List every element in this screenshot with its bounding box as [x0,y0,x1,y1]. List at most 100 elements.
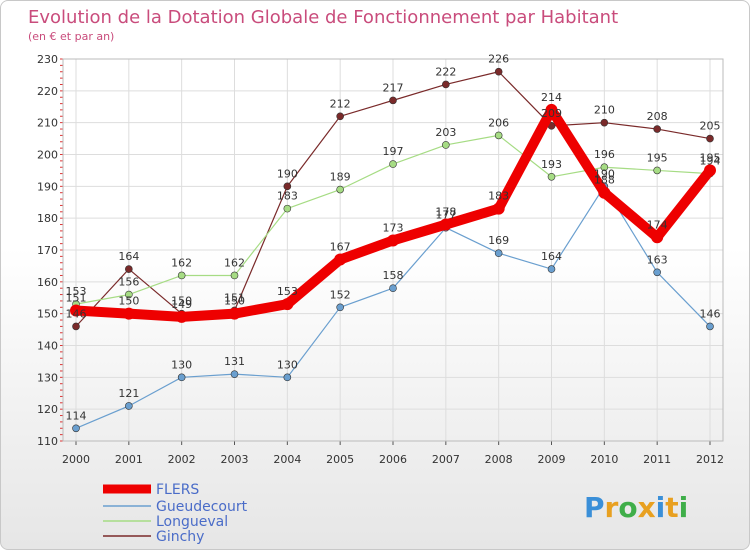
longueval-point [125,290,133,299]
logo-letter: r [605,491,619,524]
legend-label-gueudecourt: Gueudecourt [156,499,248,515]
x-tick-label: 2001 [115,453,143,466]
longueval-point [389,160,397,168]
ginchy-value-label: 212 [330,97,351,110]
y-tick-label: 170 [37,244,58,257]
y-tick-label: 130 [37,371,58,384]
longueval-point [547,172,556,181]
longueval-value-label: 153 [66,285,87,298]
flers-value-label: 214 [541,91,562,104]
ginchy-point [72,322,80,331]
flers-point [651,231,664,244]
gueudecourt-value-label: 190 [594,167,615,180]
flers-point [70,304,82,317]
ginchy-point [706,134,714,143]
ginchy-point [336,112,344,121]
gueudecourt-value-label: 164 [541,250,562,263]
gueudecourt-point [283,373,292,382]
plot-border [62,58,724,442]
chart-subtitle: (en € et par an) [28,30,114,43]
x-tick-label: 2010 [590,453,618,466]
y-tick-label: 190 [37,180,58,193]
y-tick-label: 110 [37,435,58,448]
x-tick-label: 2006 [379,453,407,466]
gueudecourt-value-label: 163 [647,253,668,266]
proxiti-logo: Proxiti [584,491,688,524]
legend-label-flers: FLERS [156,482,199,498]
longueval-value-label: 162 [171,256,192,269]
longueval-value-label: 193 [541,158,562,171]
ginchy-point [125,265,133,273]
x-tick-label: 2012 [696,453,724,466]
flers-value-label: 188 [594,174,615,187]
ginchy-value-label: 208 [647,110,668,123]
ginchy-point [442,80,450,89]
logo-letter: i [656,491,666,524]
gueudecourt-value-label: 130 [171,358,192,371]
ginchy-value-label: 209 [541,107,562,120]
longueval-value-label: 203 [435,126,456,139]
ginchy-value-label: 217 [383,81,404,94]
gueudecourt-point [230,370,239,378]
flers-point [439,218,452,231]
x-tick-label: 2004 [273,453,301,466]
gueudecourt-point [389,284,397,293]
y-tick-label: 230 [37,53,58,66]
gueudecourt-point [177,373,186,382]
flers-point [122,307,135,320]
flers-point [175,310,188,323]
x-tick-label: 2009 [538,453,566,466]
longueval-point [177,271,186,280]
ginchy-value-label: 210 [594,104,615,117]
longueval-value-label: 196 [594,148,615,161]
x-tick-label: 2008 [485,453,513,466]
longueval-point [442,141,450,149]
flers-point [704,164,716,177]
flers-value-label: 150 [224,295,245,308]
longueval-value-label: 206 [488,116,509,129]
flers-point [387,234,399,247]
ginchy-value-label: 164 [118,250,139,263]
x-tick-label: 2005 [326,453,354,466]
y-tick-label: 140 [37,340,58,353]
flers-value-label: 195 [700,151,721,164]
logo-letter: P [584,491,605,524]
data-labels: 151 150 149 1501531671731781832141881741951… [66,53,721,423]
longueval-value-label: 183 [277,190,298,203]
ginchy-value-label: 151 [224,291,245,304]
flers-value-label: 173 [383,221,404,234]
y-tick-label: 180 [37,212,58,225]
flers-value-label: 183 [488,190,509,203]
ginchy-point [653,125,661,133]
axes: 110 120 130 140 150 160 170 180 190 200 210 220 230 2… [37,53,724,466]
logo-letter: t [665,491,678,524]
gueudecourt-point [336,303,344,312]
flers-value-label: 167 [330,241,351,254]
flers-point [334,253,347,266]
longueval-value-label: 156 [118,276,139,289]
logo-letter: i [679,491,689,524]
gueudecourt-value-label: 130 [277,358,298,371]
longueval-point [283,204,292,213]
ginchy-point [494,67,503,76]
flers-point [492,202,505,215]
gueudecourt-point [72,424,80,433]
gueudecourt-value-label: 158 [383,269,404,282]
flers-value-label: 149 [171,298,192,311]
gueudecourt-value-label: 131 [224,355,245,368]
ginchy-value-label: 222 [435,65,456,78]
gueudecourt-point [125,402,133,410]
x-tick-label: 2011 [643,453,671,466]
longueval-value-label: 197 [383,145,404,158]
ginchy-value-label: 146 [66,307,87,320]
gueudecourt-point [653,268,661,277]
longueval-value-label: 189 [330,171,351,184]
gueudecourt-point [494,249,503,257]
flers-point [228,307,241,320]
flers-point [545,103,558,116]
longueval-value-label: 195 [647,151,668,164]
series-layer [70,67,716,433]
